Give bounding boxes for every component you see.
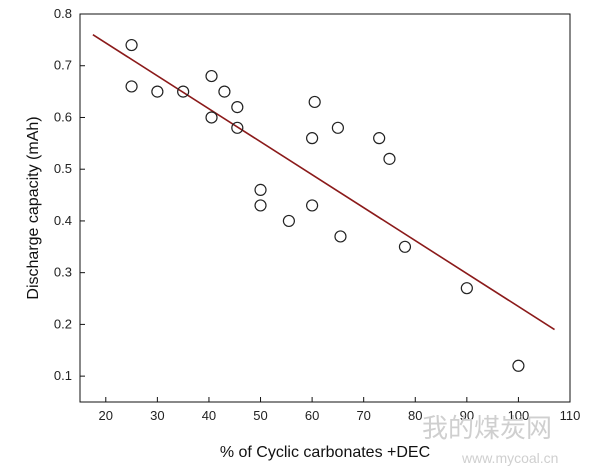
fit-line — [92, 34, 555, 331]
y-tick-label-0: 0.1 — [54, 368, 72, 383]
data-points — [92, 34, 555, 372]
data-point-13 — [306, 132, 319, 145]
x-tick-label-7: 90 — [460, 408, 474, 423]
data-point-17 — [373, 132, 386, 145]
x-tick-label-8: 100 — [508, 408, 530, 423]
data-point-11 — [282, 214, 295, 228]
y-axis-label: Discharge capacity (mAh) — [25, 116, 42, 299]
y-axis: 0.1 0.2 0.3 0.4 0.5 0.6 0.7 0.8 — [54, 6, 85, 383]
data-point-15 — [331, 121, 344, 134]
y-tick-label-1: 0.2 — [54, 316, 72, 331]
data-point-2 — [151, 85, 164, 98]
data-point-7 — [231, 101, 244, 114]
x-tick-label-5: 70 — [356, 408, 370, 423]
data-point-6 — [218, 85, 231, 98]
x-tick-label-2: 40 — [202, 408, 216, 423]
data-point-10 — [254, 199, 267, 212]
data-point-5 — [205, 111, 218, 124]
y-tick-label-4: 0.5 — [54, 161, 72, 176]
data-point-16 — [334, 230, 347, 243]
y-tick-label-2: 0.3 — [54, 265, 72, 280]
x-tick-label-0: 20 — [99, 408, 113, 423]
data-point-20 — [460, 282, 473, 295]
watermark-url: www.mycoal.cn — [461, 450, 558, 466]
y-tick-label-3: 0.4 — [54, 213, 72, 228]
data-point-8 — [231, 121, 244, 134]
x-tick-label-6: 80 — [408, 408, 422, 423]
data-point-1 — [125, 80, 138, 93]
x-axis-label: % of Cyclic carbonates +DEC — [220, 444, 430, 461]
data-point-0 — [125, 38, 138, 52]
x-tick-label-1: 30 — [150, 408, 164, 423]
data-point-9 — [254, 183, 267, 196]
data-point-12 — [306, 199, 319, 212]
x-axis: 20 30 40 50 60 70 80 90 100 110 — [99, 397, 581, 423]
x-tick-label-4: 60 — [305, 408, 319, 423]
watermark-text: 我的煤炭网 — [422, 414, 552, 444]
plot-frame — [79, 13, 571, 403]
y-tick-label-5: 0.6 — [54, 109, 72, 124]
data-point-21 — [512, 359, 525, 372]
x-tick-label-9: 110 — [560, 408, 581, 423]
y-tick-label-6: 0.7 — [54, 58, 72, 73]
data-point-18 — [383, 152, 396, 165]
x-tick-label-3: 50 — [253, 408, 267, 423]
data-point-14 — [308, 95, 321, 109]
y-tick-label-7: 0.8 — [54, 6, 72, 21]
data-point-19 — [398, 240, 412, 253]
data-point-4 — [205, 69, 218, 83]
data-point-3 — [177, 85, 190, 98]
